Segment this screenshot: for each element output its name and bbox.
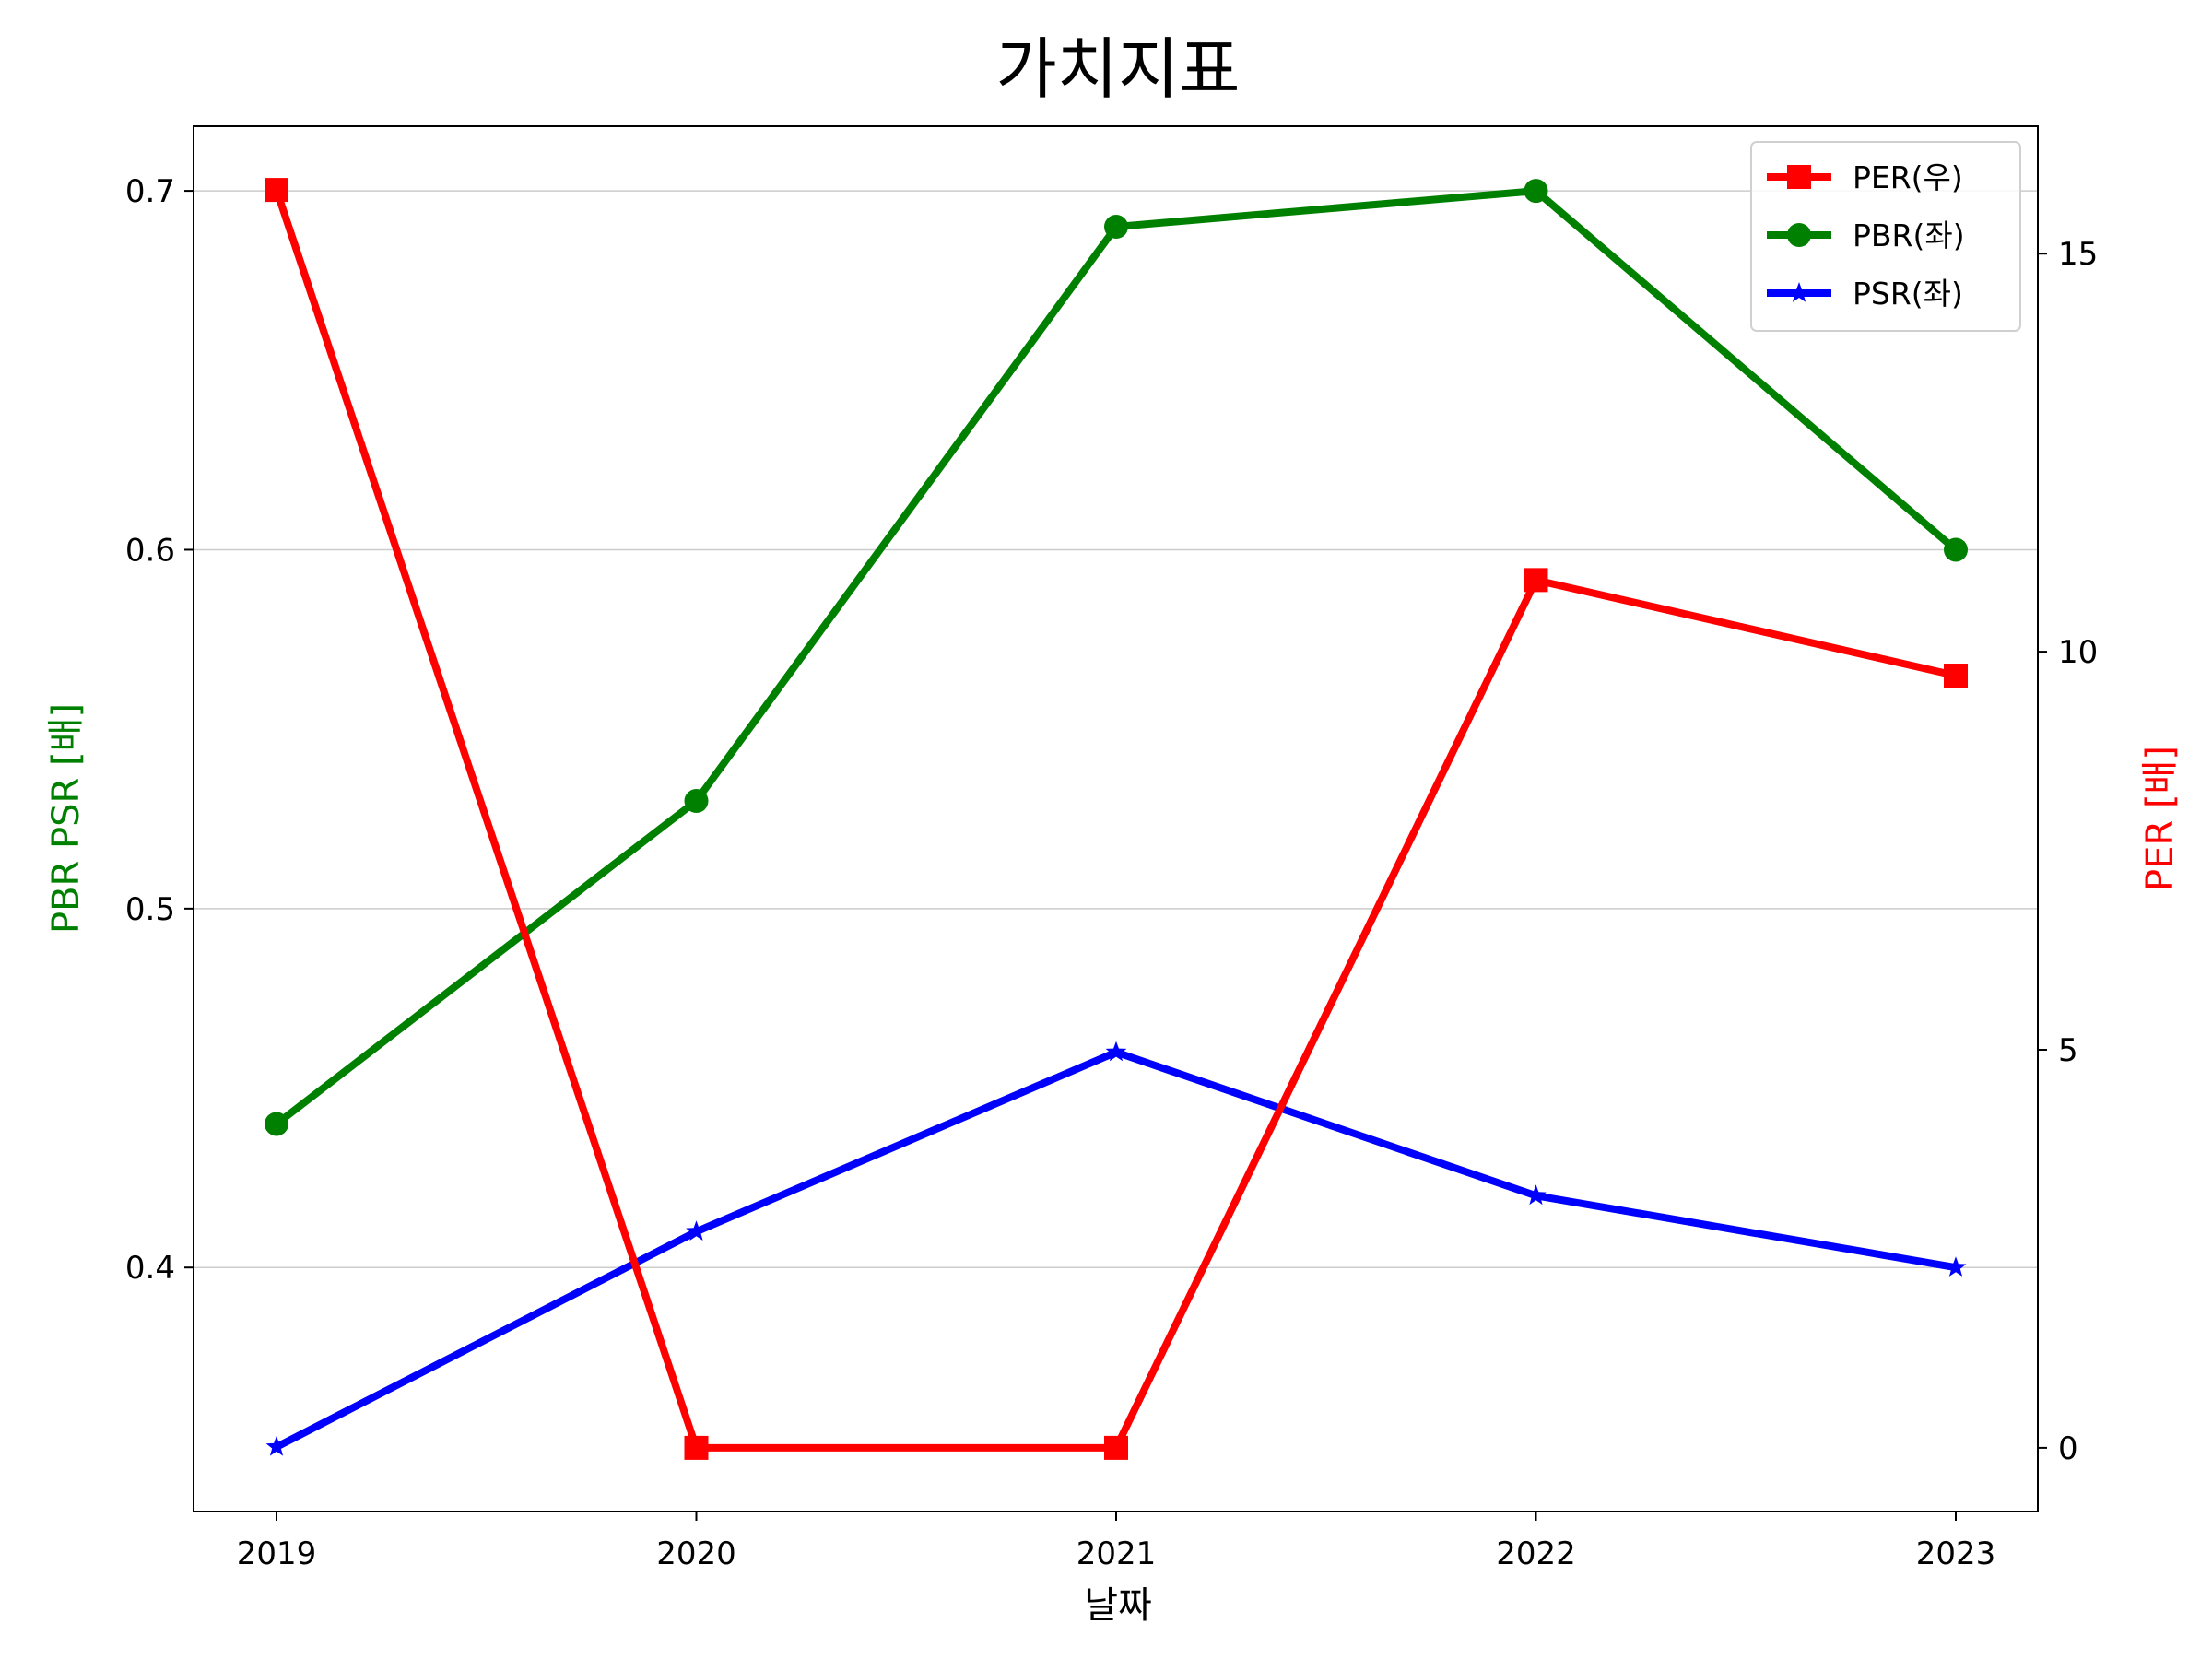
point-per [1944,664,1968,688]
point-per [684,1435,709,1460]
point-pbr [1104,215,1128,240]
chart-title: 가치지표 [996,30,1241,108]
point-psr [1945,1256,1967,1277]
y-left-tick-label: 0.6 [125,532,175,569]
x-tick-label: 2022 [1496,1535,1576,1572]
y-axis-right-title: PER [배] [2139,746,2182,891]
y-axis-left-title: PBR PSR [배] [45,703,88,934]
legend-marker-psr [1788,282,1810,302]
point-per [1104,1435,1128,1460]
legend-label-pbr: PBR(좌) [1853,218,1965,253]
point-psr [1525,1184,1547,1206]
series-layer [265,178,1968,1460]
x-tick-label: 2019 [237,1535,317,1572]
grid-lines [194,190,2038,1268]
axes-layer: 0.4 0.5 0.6 0.7 0 5 10 15 2019 2020 2021 2022 2023 [125,173,2098,1572]
point-pbr [265,1112,288,1136]
point-per [1524,568,1548,593]
y-right-tick-label: 5 [2058,1032,2078,1069]
y-right-tick-label: 10 [2058,634,2098,671]
y-right-tick-label: 0 [2058,1430,2078,1467]
point-pbr [1944,537,1968,562]
point-pbr [684,789,709,814]
series-psr [265,1041,1967,1456]
x-axis-title: 날짜 [1084,1584,1152,1627]
x-tick-label: 2023 [1916,1535,1996,1572]
plot-frame [193,125,2039,1512]
legend-label-psr: PSR(좌) [1853,276,1963,312]
y-left-tick-label: 0.5 [125,891,175,928]
series-line-psr [275,1048,1957,1451]
legend-box [1750,141,2021,332]
series-pbr [265,179,1968,1136]
point-psr [1105,1041,1127,1062]
y-right-tick-label: 15 [2058,236,2098,273]
x-tick-label: 2021 [1077,1535,1157,1572]
legend-label-per: PER(우) [1853,159,1963,195]
y-left-tick-label: 0.4 [125,1250,175,1287]
series-per [265,178,1968,1460]
point-pbr [1524,179,1548,204]
series-line-pbr [274,187,1959,1127]
point-per [265,178,288,203]
point-psr [265,1435,288,1456]
legend-marker-per [1787,165,1811,189]
legend-marker-pbr [1787,223,1811,247]
x-tick-label: 2020 [656,1535,736,1572]
legend: PER(우) PBR(좌) PSR(좌) [1750,141,2021,332]
point-psr [686,1220,707,1241]
y-left-tick-label: 0.7 [125,173,175,210]
series-line-per [273,188,1957,1452]
